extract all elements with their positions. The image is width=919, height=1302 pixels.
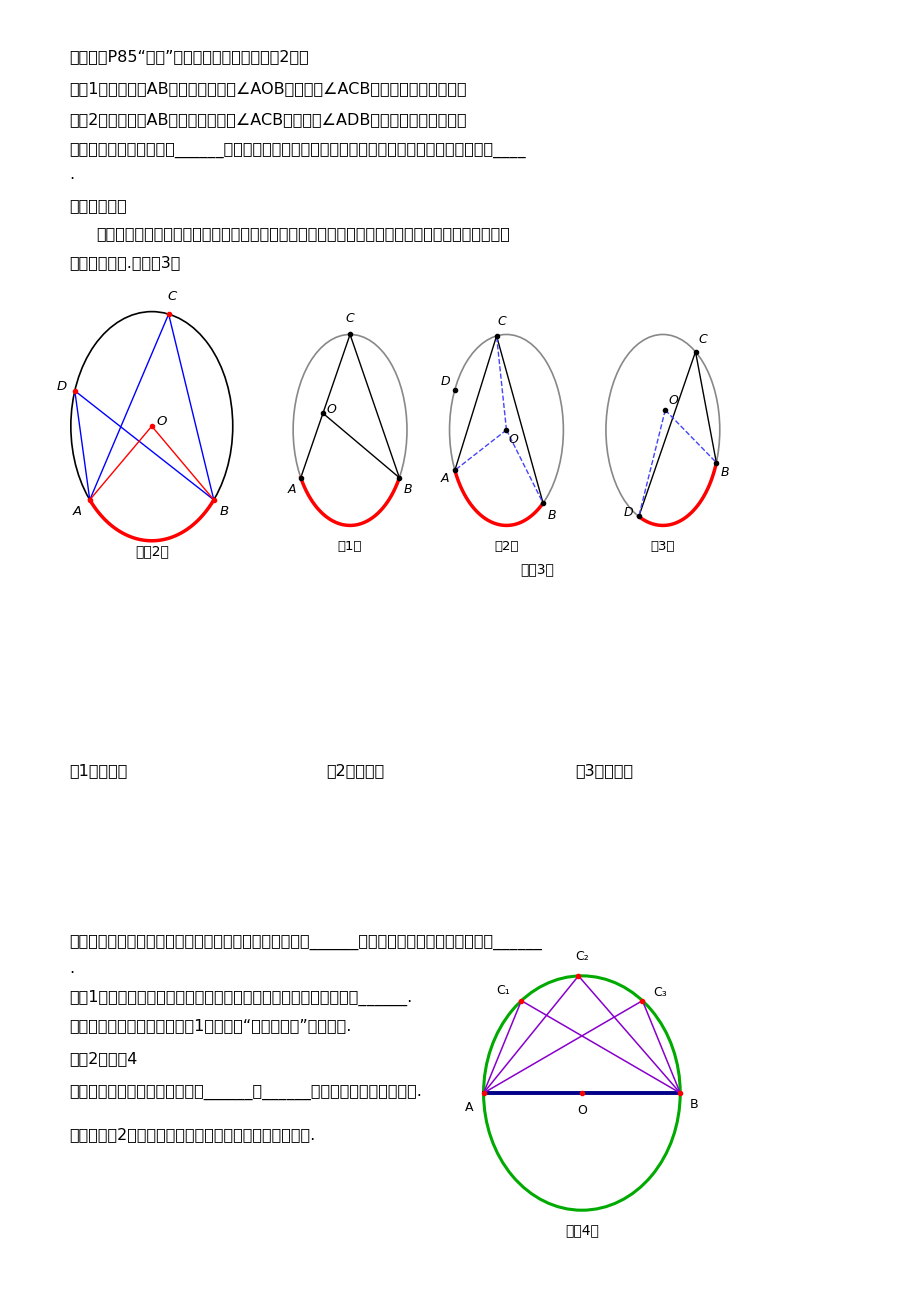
Text: （2）: （2） [494, 540, 518, 553]
Text: C₃: C₃ [652, 987, 666, 1000]
Text: B: B [403, 483, 412, 496]
Text: 阅读教材P85“探究”内容，动手量一量（如图2）：: 阅读教材P85“探究”内容，动手量一量（如图2）： [69, 49, 309, 65]
Text: （3）: （3） [650, 540, 675, 553]
Text: 请完成证明：: 请完成证明： [69, 198, 127, 214]
Text: A: A [288, 483, 296, 496]
Text: D: D [56, 379, 66, 392]
Text: C: C [497, 315, 506, 328]
Text: 实际上，圆心与圆周角存在三种位置关系：圆心在圆周角的一边上；圆心在圆周角的内部；圆心在: 实际上，圆心与圆周角存在三种位置关系：圆心在圆周角的一边上；圆心在圆周角的内部；… [96, 227, 510, 242]
Text: .: . [69, 167, 74, 182]
Text: C₂: C₂ [575, 950, 589, 963]
Text: 圆周角定理：在同圆或等圆中，同弧或等弧所对的圆周角______，都等于这条弧所对的圆心角的______: 圆周角定理：在同圆或等圆中，同弧或等弧所对的圆周角______，都等于这条弧所对… [69, 935, 541, 950]
Text: D: D [440, 375, 449, 388]
Text: 说明：注意圆周角定理及推论1不能丢掉“同圆或等圆”这个前提.: 说明：注意圆周角定理及推论1不能丢掉“同圆或等圆”这个前提. [69, 1018, 351, 1034]
Text: （图2）: （图2） [135, 544, 168, 559]
Text: 推论1：在同圆或等圆中，如果两个圆周角相等，它们所对的弧一定______.: 推论1：在同圆或等圆中，如果两个圆周角相等，它们所对的弧一定______. [69, 990, 412, 1005]
Text: B: B [689, 1099, 698, 1111]
Text: B: B [219, 505, 228, 518]
Text: 推论2：如图4: 推论2：如图4 [69, 1051, 137, 1066]
Text: .: . [69, 961, 74, 976]
Text: C: C [698, 333, 706, 346]
Text: O: O [668, 395, 678, 408]
Text: C: C [346, 312, 354, 326]
Text: D: D [623, 506, 632, 519]
Text: B: B [720, 466, 729, 479]
Text: （2）证明：: （2）证明： [326, 763, 384, 779]
Text: A: A [440, 471, 449, 484]
Text: （1）证明：: （1）证明： [69, 763, 127, 779]
Text: 问题1：同弧（弧AB）所对的圆心角∠AOB与圆周角∠ACB的大小关系是怎样的？: 问题1：同弧（弧AB）所对的圆心角∠AOB与圆周角∠ACB的大小关系是怎样的？ [69, 81, 466, 96]
Text: 圆周角的外部.（如图3）: 圆周角的外部.（如图3） [69, 255, 180, 271]
Text: （图4）: （图4） [564, 1224, 598, 1237]
Text: （1）: （1） [337, 540, 362, 553]
Text: A: A [73, 505, 82, 518]
Text: B: B [547, 509, 555, 522]
Text: （3）证明：: （3）证明： [574, 763, 632, 779]
Text: C: C [167, 290, 176, 303]
Text: 半圆（或直径）所对的圆周角是______；______的圆周角所对的弦是直径.: 半圆（或直径）所对的圆周角是______；______的圆周角所对的弦是直径. [69, 1085, 422, 1100]
Text: C₁: C₁ [496, 984, 510, 997]
Text: 问题2：同弧（弧AB）所对的圆周角∠ACB与圆周角∠ADB的大小关系是怎样的？: 问题2：同弧（弧AB）所对的圆周角∠ACB与圆周角∠ADB的大小关系是怎样的？ [69, 112, 466, 128]
Text: O: O [326, 402, 336, 415]
Text: （图3）: （图3） [519, 562, 553, 577]
Text: A: A [465, 1101, 473, 1115]
Text: 猜想：同弧所对的圆周角______，并且同弧所对的圆周角恰好等于这条弧所对的圆心角的度数的____: 猜想：同弧所对的圆周角______，并且同弧所对的圆周角恰好等于这条弧所对的圆心… [69, 143, 525, 159]
Text: 说明：推论2为在圆中确定直角、成垂直关系创造了条件.: 说明：推论2为在圆中确定直角、成垂直关系创造了条件. [69, 1128, 315, 1143]
Text: O: O [576, 1104, 586, 1117]
Text: O: O [507, 434, 517, 447]
Text: O: O [156, 415, 167, 428]
